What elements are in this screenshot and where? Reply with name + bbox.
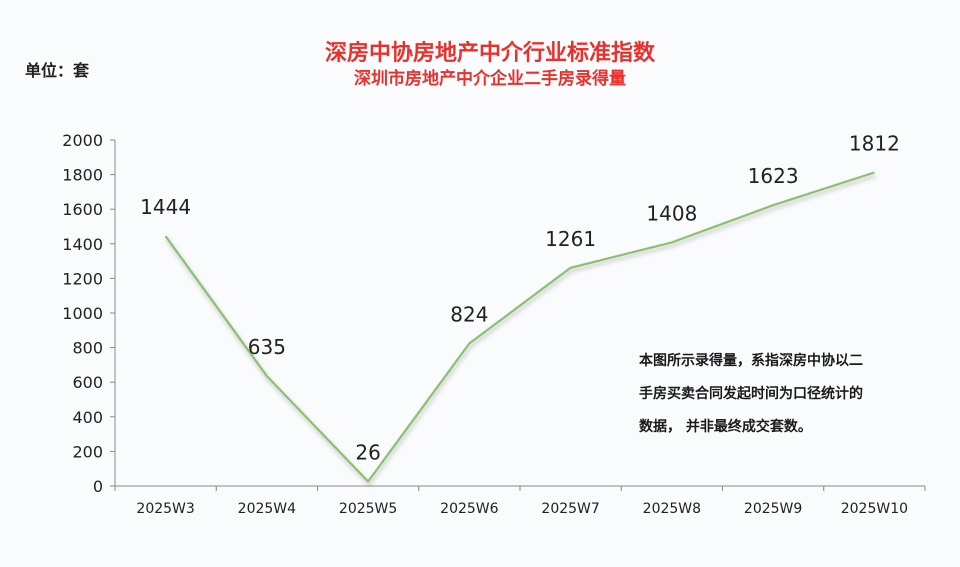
series-line [164,171,875,483]
footnote: 本图所示录得量，系指深房中协以二 手房买卖合同发起时间为口径统计的 数据， 并非… [639,352,863,435]
x-tick-label: 2025W10 [841,501,908,517]
y-tick-label: 0 [93,477,103,496]
footnote-line-1: 本图所示录得量，系指深房中协以二 [639,352,863,369]
y-tick-label: 400 [72,408,103,427]
y-tick-label: 1800 [62,166,103,185]
data-label: 1408 [646,201,697,225]
data-label: 824 [450,302,488,326]
y-tick-label: 200 [72,442,103,461]
unit-label: 单位：套 [25,61,90,80]
data-label: 1623 [748,164,799,188]
axes: 0 200 400 600 800 1000 1200 1400 1600 1800 2000 202… [62,131,926,517]
x-tick-label: 2025W4 [238,501,296,517]
chart-title: 深房中协房地产中介行业标准指数 [325,40,656,66]
data-label: 1444 [140,195,191,219]
x-tick-label: 2025W9 [744,501,802,517]
chart-subtitle: 深圳市房地产中介企业二手房录得量 [354,68,626,89]
data-label: 635 [248,335,286,359]
y-tick-label: 1600 [62,200,103,219]
data-labels: 1444 635 26 824 1261 1408 1623 1812 [140,132,900,465]
x-tick-label: 2025W6 [440,501,498,517]
footnote-line-3: 数据， 并非最终成交套数。 [639,418,812,435]
y-tick-label: 2000 [62,131,103,150]
y-tick-label: 1400 [62,235,103,254]
y-tick-label: 1000 [62,304,103,323]
y-tick-label: 1200 [62,269,103,288]
data-label: 26 [355,441,380,465]
series-group [164,171,875,483]
x-tick-label: 2025W7 [541,501,599,517]
y-tick-label: 600 [72,373,103,392]
data-label: 1261 [545,227,596,251]
x-tick-label: 2025W8 [643,501,701,517]
y-tick-label: 800 [72,339,103,358]
x-tick-label: 2025W3 [136,501,194,517]
footnote-line-2: 手房买卖合同发起时间为口径统计的 [639,385,863,402]
data-label: 1812 [849,132,900,156]
x-tick-label: 2025W5 [339,501,397,517]
